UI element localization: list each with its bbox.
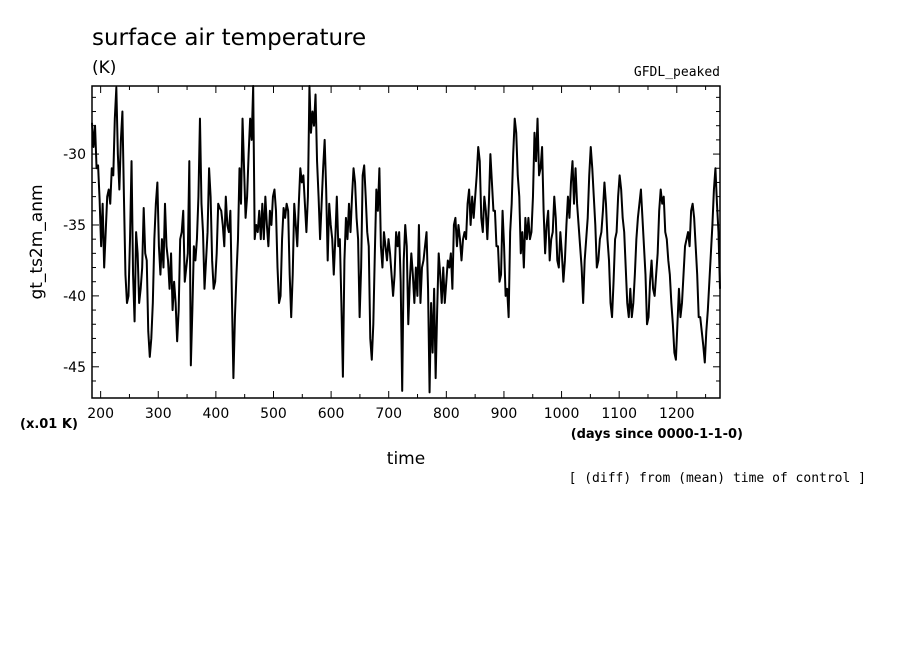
y-tick-label: -40 [63,289,86,305]
plot-frame [91,85,721,399]
chart-title: surface air temperature [92,25,366,51]
x-tick-label: 300 [145,406,172,422]
x-axis: 200 300 400 500 600 700 800 900 1000 1100 1200 [87,86,707,422]
x-tick-label: 1200 [659,406,695,422]
dataset-label: GFDL_peaked [634,65,720,80]
y-tick-label: -45 [63,360,86,376]
x-tick-label: 900 [491,406,518,422]
x-tick-label: 500 [260,406,287,422]
y-axis: -45 -40 -35 -30 [63,96,720,382]
series-layer [91,85,721,394]
x-axis-label: time [387,449,425,469]
x-tick-label: 400 [203,406,230,422]
x-tick-label: 700 [375,406,402,422]
y-tick-label: -30 [63,147,86,163]
x-tick-label: 800 [433,406,460,422]
y-scale-label: (x.01 K) [20,417,78,432]
x-tick-label: 1100 [601,406,637,422]
series-line [91,85,721,394]
x-tick-label: 1000 [544,406,580,422]
chart-units: (K) [92,58,116,78]
x-tick-label: 200 [87,406,114,422]
y-tick-label: -35 [63,218,86,234]
x-axis-units: (days since 0000-1-1-0) [571,427,743,442]
comparison-note: [ (diff) from (mean) time of control ] [569,471,866,486]
y-axis-label: gt_ts2m_anm [27,184,47,299]
x-tick-label: 600 [318,406,345,422]
